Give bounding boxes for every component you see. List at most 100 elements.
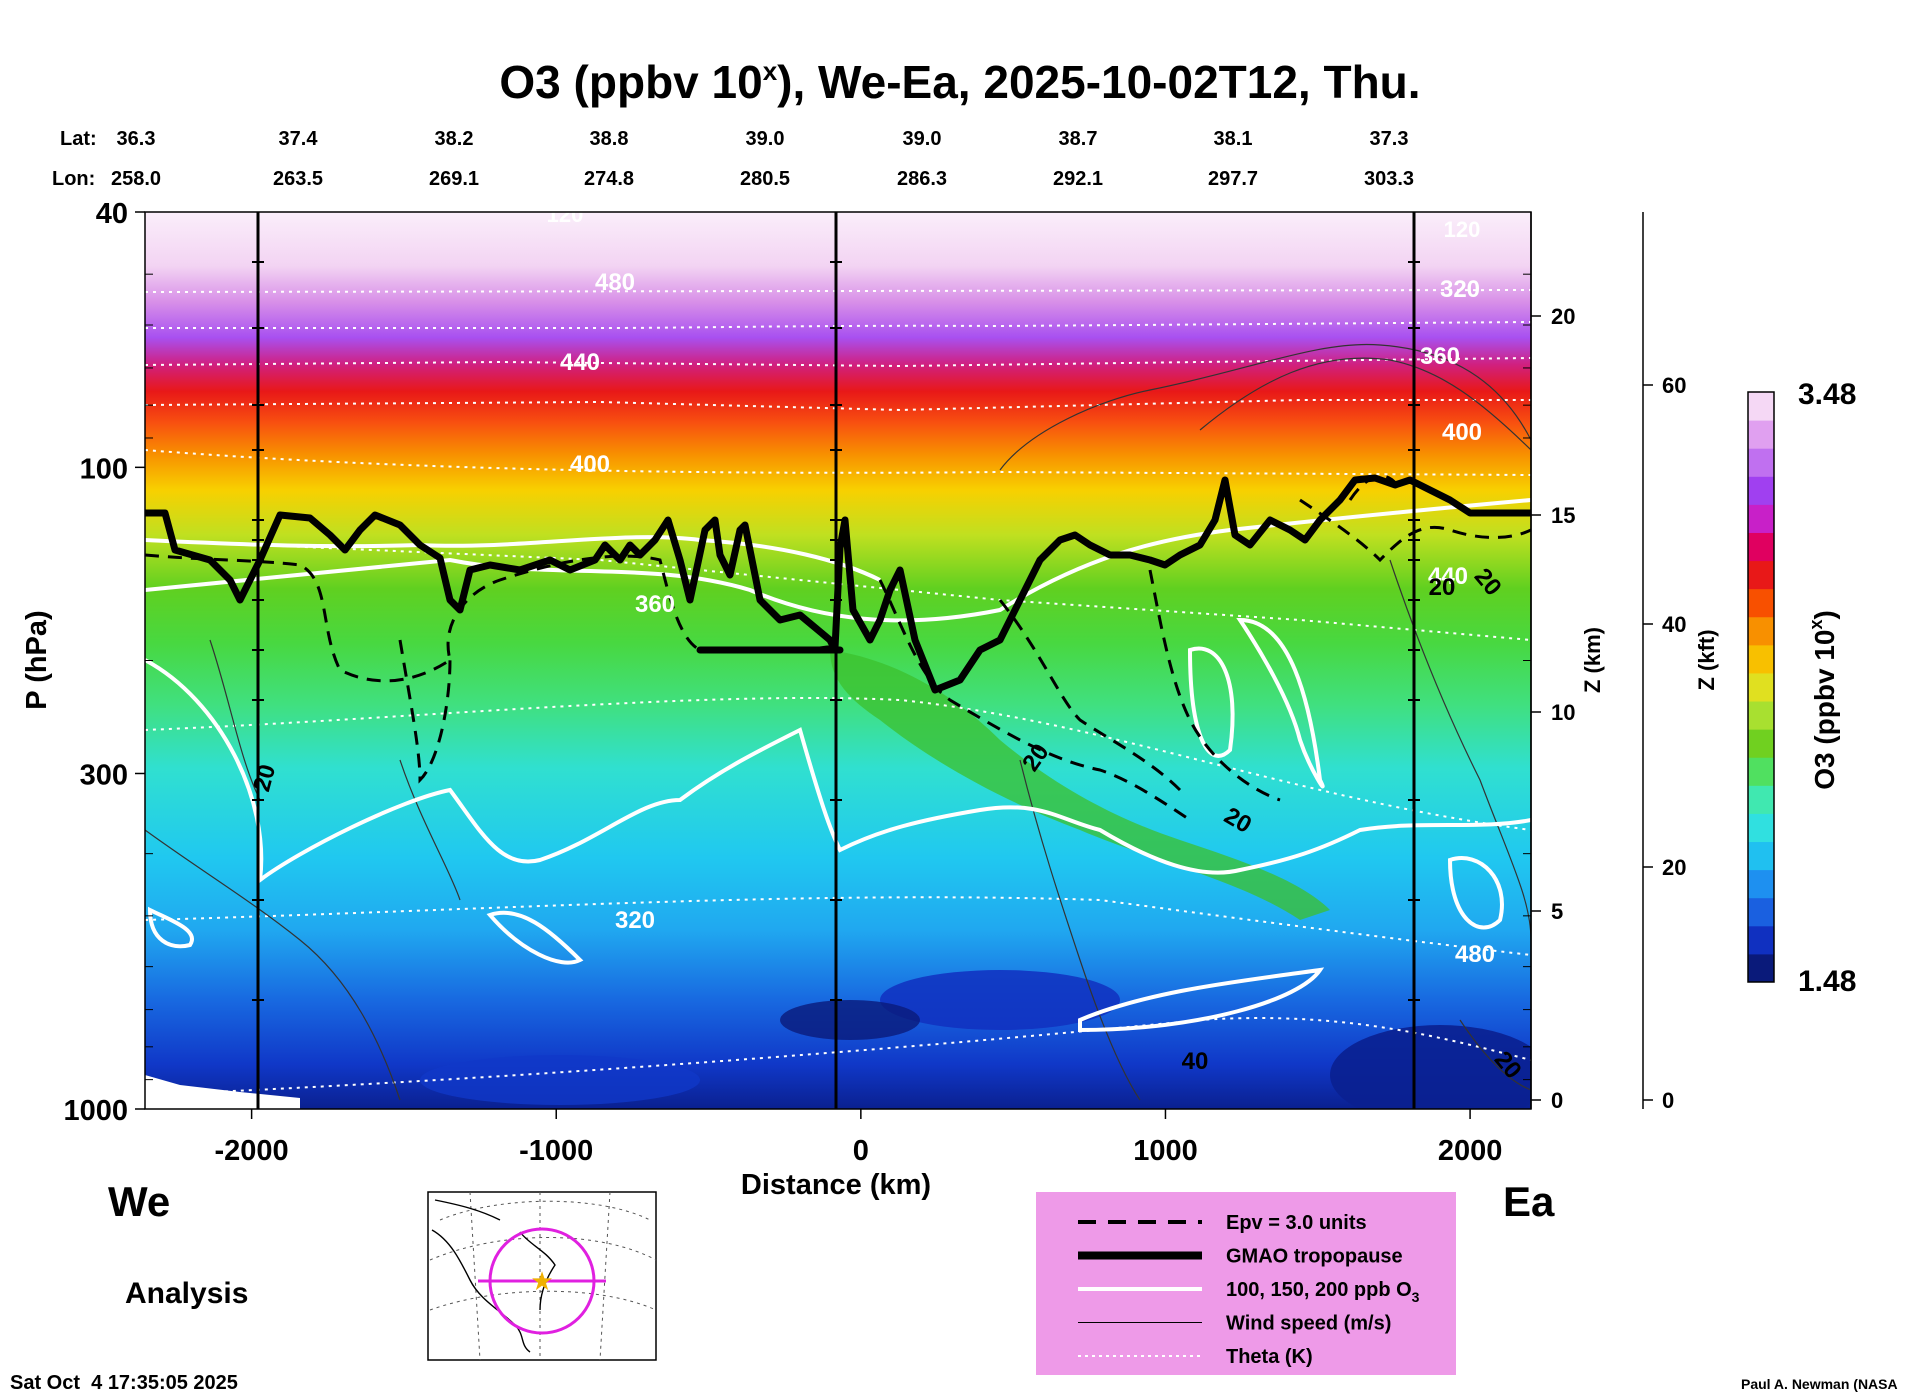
z-kft-label: Z (kft): [1694, 629, 1719, 690]
z-kft-tick-label: 40: [1662, 612, 1686, 637]
missing-data: [145, 1075, 300, 1109]
colorbar-max: 3.48: [1798, 378, 1856, 411]
west-label: We: [108, 1178, 170, 1225]
x-tick-label: 2000: [1438, 1135, 1503, 1167]
timestamp: Sat Oct 4 17:35:05 2025: [10, 1372, 238, 1394]
theta-label: 480: [595, 269, 635, 296]
analysis-label: Analysis: [125, 1277, 248, 1310]
lon-value: 280.5: [740, 168, 790, 190]
colorbar-label: O3 (ppbv 10x): [1806, 610, 1840, 790]
x-tick-label: -1000: [519, 1135, 593, 1167]
colorbar-swatch: [1748, 729, 1774, 758]
colorbar-swatch: [1748, 392, 1774, 421]
x-axis: -2000 -1000 0 1000 2000: [215, 1109, 1503, 1167]
lon-value: 286.3: [897, 168, 947, 190]
section-lines: [256, 212, 1416, 1109]
colorbar-swatch: [1748, 953, 1774, 983]
z-kft-tick-label: 60: [1662, 373, 1686, 398]
fold-tongue: [830, 650, 1330, 920]
z-km-tick-label: 0: [1551, 1088, 1563, 1113]
z-km-tick-label: 15: [1551, 503, 1575, 528]
lat-value: 37.4: [279, 128, 319, 150]
lat-value: 38.8: [590, 128, 629, 150]
lat-value: 39.0: [903, 128, 942, 150]
legend-label: Epv = 3.0 units: [1226, 1212, 1367, 1234]
x-tick-label: 1000: [1133, 1135, 1198, 1167]
x-tick-label: 0: [853, 1135, 869, 1167]
theta-label: 440: [560, 349, 600, 376]
colorbar-swatch: [1748, 616, 1774, 646]
z-kft-axis: 0 20 40 60: [1642, 212, 1686, 1113]
lon-value: 258.0: [111, 168, 161, 190]
y-tick-label: 1000: [63, 1095, 128, 1127]
ozone-contour-label: 120: [547, 202, 584, 227]
y-tick-label: 100: [80, 453, 128, 485]
lon-value: 303.3: [1364, 168, 1414, 190]
z-km-axis: 0 5 10 15 20: [1530, 212, 1575, 1113]
colorbar-swatch: [1748, 925, 1774, 955]
x-axis-label: Distance (km): [741, 1169, 931, 1201]
colorbar-swatch: [1748, 420, 1774, 449]
lat-value: 36.3: [117, 128, 156, 150]
colorbar-swatch: [1748, 701, 1774, 730]
tropopause-line: [145, 474, 1531, 694]
y-tick-label: 40: [96, 198, 128, 230]
colorbar-frame: [1747, 391, 1775, 983]
wind-label: 20: [1429, 574, 1456, 601]
lon-value: 292.1: [1053, 168, 1103, 190]
section-ticks: [252, 261, 1420, 1001]
legend-label: Theta (K): [1226, 1346, 1313, 1368]
theta-label: 400: [570, 451, 610, 478]
z-km-tick-label: 10: [1551, 700, 1575, 725]
y-axis: 40 100 300 1000: [63, 198, 1531, 1127]
theta-labels: 480 440 400 360 320 320 360 400 440 480: [560, 269, 1495, 968]
theta-label: 360: [635, 591, 675, 618]
low-ozone-blob: [880, 970, 1120, 1030]
z-km-tick-label: 20: [1551, 304, 1575, 329]
wind-contours: [145, 343, 1531, 1101]
colorbar-swatch: [1748, 532, 1774, 562]
lon-value: 269.1: [429, 168, 479, 190]
theta-label: 320: [1440, 276, 1480, 303]
low-ozone-blob: [780, 1000, 920, 1040]
lat-value: 38.1: [1214, 128, 1253, 150]
z-kft-tick-label: 20: [1662, 855, 1686, 880]
colorbar-swatch: [1748, 813, 1774, 843]
colorbar-swatch: [1748, 841, 1774, 871]
chart-title: O3 (ppbv 10x), We-Ea, 2025-10-02T12, Thu…: [499, 56, 1420, 108]
theta-label: 440: [1428, 563, 1468, 590]
colorbar-swatch: [1748, 560, 1774, 590]
lon-value: 297.7: [1208, 168, 1258, 190]
theta-label: 360: [1420, 343, 1460, 370]
colorbar-swatch: [1748, 476, 1774, 505]
legend-box: [1036, 1192, 1456, 1375]
colorbar-min: 1.48: [1798, 965, 1856, 998]
z-km-tick-label: 5: [1551, 899, 1563, 924]
z-kft-tick-label: 0: [1662, 1088, 1674, 1113]
lon-label: Lon:: [52, 168, 95, 190]
center-star-icon: ★: [530, 1266, 553, 1296]
colorbar-swatch: [1748, 448, 1774, 477]
lat-value: 38.2: [435, 128, 474, 150]
lat-value: 37.3: [1370, 128, 1409, 150]
colorbar-swatch: [1748, 644, 1774, 674]
theta-label: 320: [615, 907, 655, 934]
colorbar-swatch: [1748, 897, 1774, 927]
colorbar-swatch: [1748, 757, 1774, 786]
legend-label: Wind speed (m/s): [1226, 1313, 1391, 1335]
y-axis-label: P (hPa): [21, 610, 53, 709]
lat-label: Lat:: [60, 128, 97, 150]
theta-label: 400: [1442, 419, 1482, 446]
lon-value: 274.8: [584, 168, 634, 190]
lon-value: 263.5: [273, 168, 323, 190]
low-ozone-blob: [1330, 1025, 1531, 1109]
lat-value: 38.7: [1059, 128, 1098, 150]
colorbar-swatch: [1748, 588, 1774, 618]
colorbar-swatch: [1748, 785, 1774, 814]
x-tick-label: -2000: [215, 1135, 289, 1167]
credit: Paul A. Newman (NASA: [1741, 1376, 1898, 1392]
colorbar: [1747, 391, 1775, 983]
wind-label: 40: [1182, 1048, 1209, 1075]
